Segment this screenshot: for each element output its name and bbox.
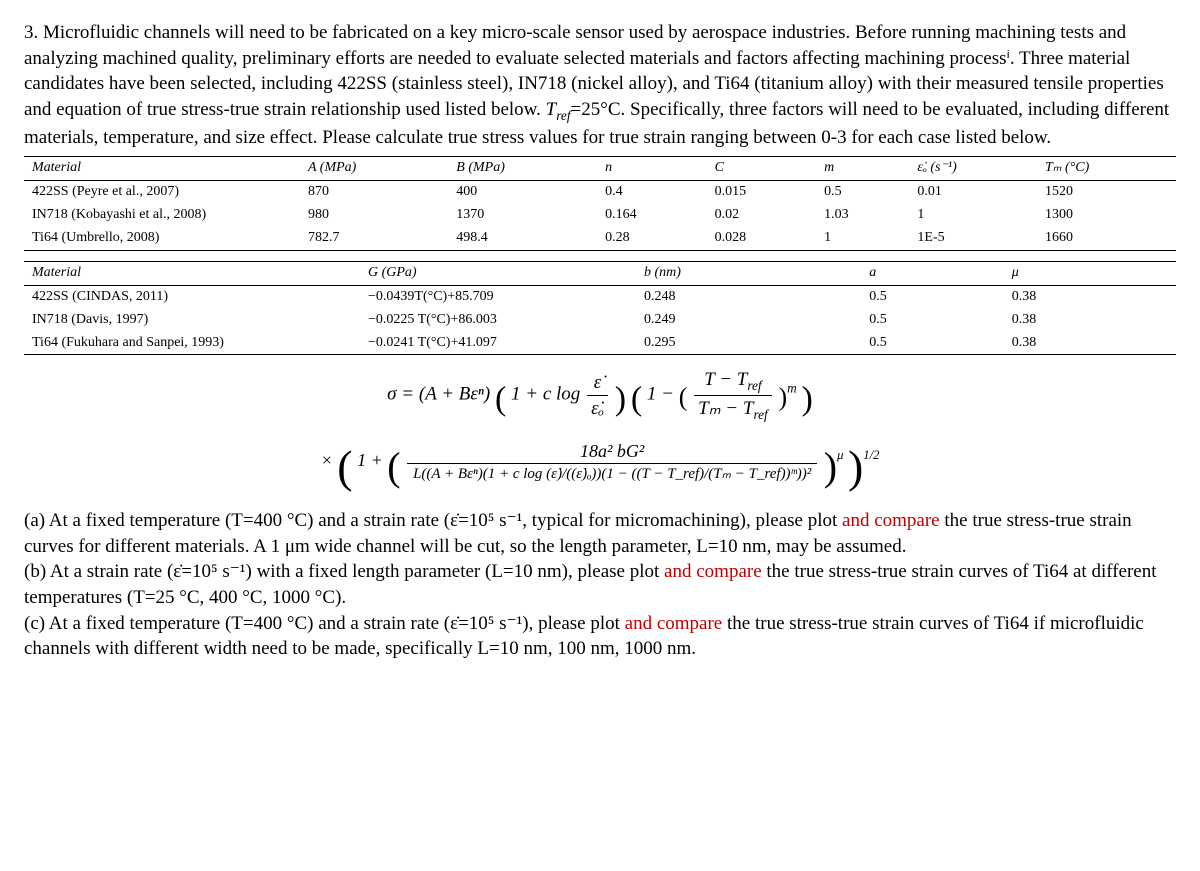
t2-h3: a — [861, 261, 1004, 285]
sub-parts: (a) At a fixed temperature (T=400 °C) an… — [24, 508, 1176, 662]
open-paren-icon: ( — [495, 381, 506, 418]
eq2-one-plus: 1 + — [357, 450, 383, 470]
open-paren-icon: ( — [387, 444, 400, 489]
equation-line-2: × ( 1 + ( 18a² bG² L((A + Bεⁿ)(1 + c log… — [24, 436, 1176, 498]
t1-h6: ε̇ₒ (s⁻¹) — [909, 157, 1037, 181]
part-b-emphasis: and compare — [664, 561, 762, 582]
close-paren-icon: ) — [848, 441, 863, 492]
tref-symbol: Tref — [546, 99, 571, 120]
close-paren-icon: ) — [802, 381, 813, 418]
part-c: (c) At a fixed temperature (T=400 °C) an… — [24, 611, 1176, 662]
eq1-term3: 1 − — [647, 384, 674, 405]
part-a: (a) At a fixed temperature (T=400 °C) an… — [24, 508, 1176, 559]
eq1-frac1: ε̇ ε̇ₒ — [587, 370, 608, 422]
t1-h2: B (MPa) — [448, 157, 597, 181]
t1-h0: Material — [24, 157, 300, 181]
problem-statement: 3. Microfluidic channels will need to be… — [24, 20, 1176, 150]
open-paren-icon: ( — [337, 441, 352, 492]
equation-line-1: σ = (A + Bεⁿ) ( 1 + c log ε̇ ε̇ₒ ) ( 1 −… — [24, 367, 1176, 423]
eq2-mult: × — [321, 450, 333, 470]
open-paren-icon: ( — [631, 381, 642, 418]
material-properties-table-1: Material A (MPa) B (MPa) n C m ε̇ₒ (s⁻¹)… — [24, 156, 1176, 251]
eq1-frac2: T − Tref Tₘ − Tref — [694, 367, 772, 423]
close-paren-icon: ) — [778, 383, 787, 412]
eq2-main-frac: 18a² bG² L((A + Bεⁿ)(1 + c log (ε̇)/((ε̇… — [407, 439, 817, 485]
table-row: Ti64 (Umbrello, 2008)782.7498.40.280.028… — [24, 227, 1176, 250]
t1-h4: C — [707, 157, 816, 181]
t2-h4: μ — [1004, 261, 1176, 285]
t1-h5: m — [816, 157, 909, 181]
eq1-term2: 1 + c log — [511, 384, 580, 405]
table-row: IN718 (Kobayashi et al., 2008)98013700.1… — [24, 204, 1176, 227]
t2-h2: b (nm) — [636, 261, 861, 285]
part-c-emphasis: and compare — [625, 613, 723, 634]
tref-value: =25°C. — [571, 99, 626, 120]
table-row: IN718 (Davis, 1997)−0.0225 T(°C)+86.0030… — [24, 309, 1176, 332]
eq1-exp-m: m — [787, 381, 797, 396]
t1-h3: n — [597, 157, 706, 181]
eq1-lhs: σ = (A + Bεⁿ) — [387, 384, 490, 405]
part-b: (b) At a strain rate (ε̇=10⁵ s⁻¹) with a… — [24, 559, 1176, 610]
close-paren-icon: ) — [824, 444, 837, 489]
table-row: 422SS (Peyre et al., 2007)8704000.40.015… — [24, 181, 1176, 204]
table-row: 422SS (CINDAS, 2011)−0.0439T(°C)+85.7090… — [24, 285, 1176, 308]
t2-h0: Material — [24, 261, 360, 285]
open-paren-icon: ( — [679, 383, 688, 412]
eq2-exp-mu: μ — [837, 448, 843, 462]
material-properties-table-2: Material G (GPa) b (nm) a μ 422SS (CINDA… — [24, 261, 1176, 356]
t2-h1: G (GPa) — [360, 261, 636, 285]
close-paren-icon: ) — [615, 381, 626, 418]
t1-h7: Tₘ (°C) — [1037, 157, 1176, 181]
t1-h1: A (MPa) — [300, 157, 448, 181]
table-row: Ti64 (Fukuhara and Sanpei, 1993)−0.0241 … — [24, 332, 1176, 355]
part-a-emphasis: and compare — [842, 510, 940, 531]
eq2-exp-half: 1/2 — [863, 448, 879, 462]
